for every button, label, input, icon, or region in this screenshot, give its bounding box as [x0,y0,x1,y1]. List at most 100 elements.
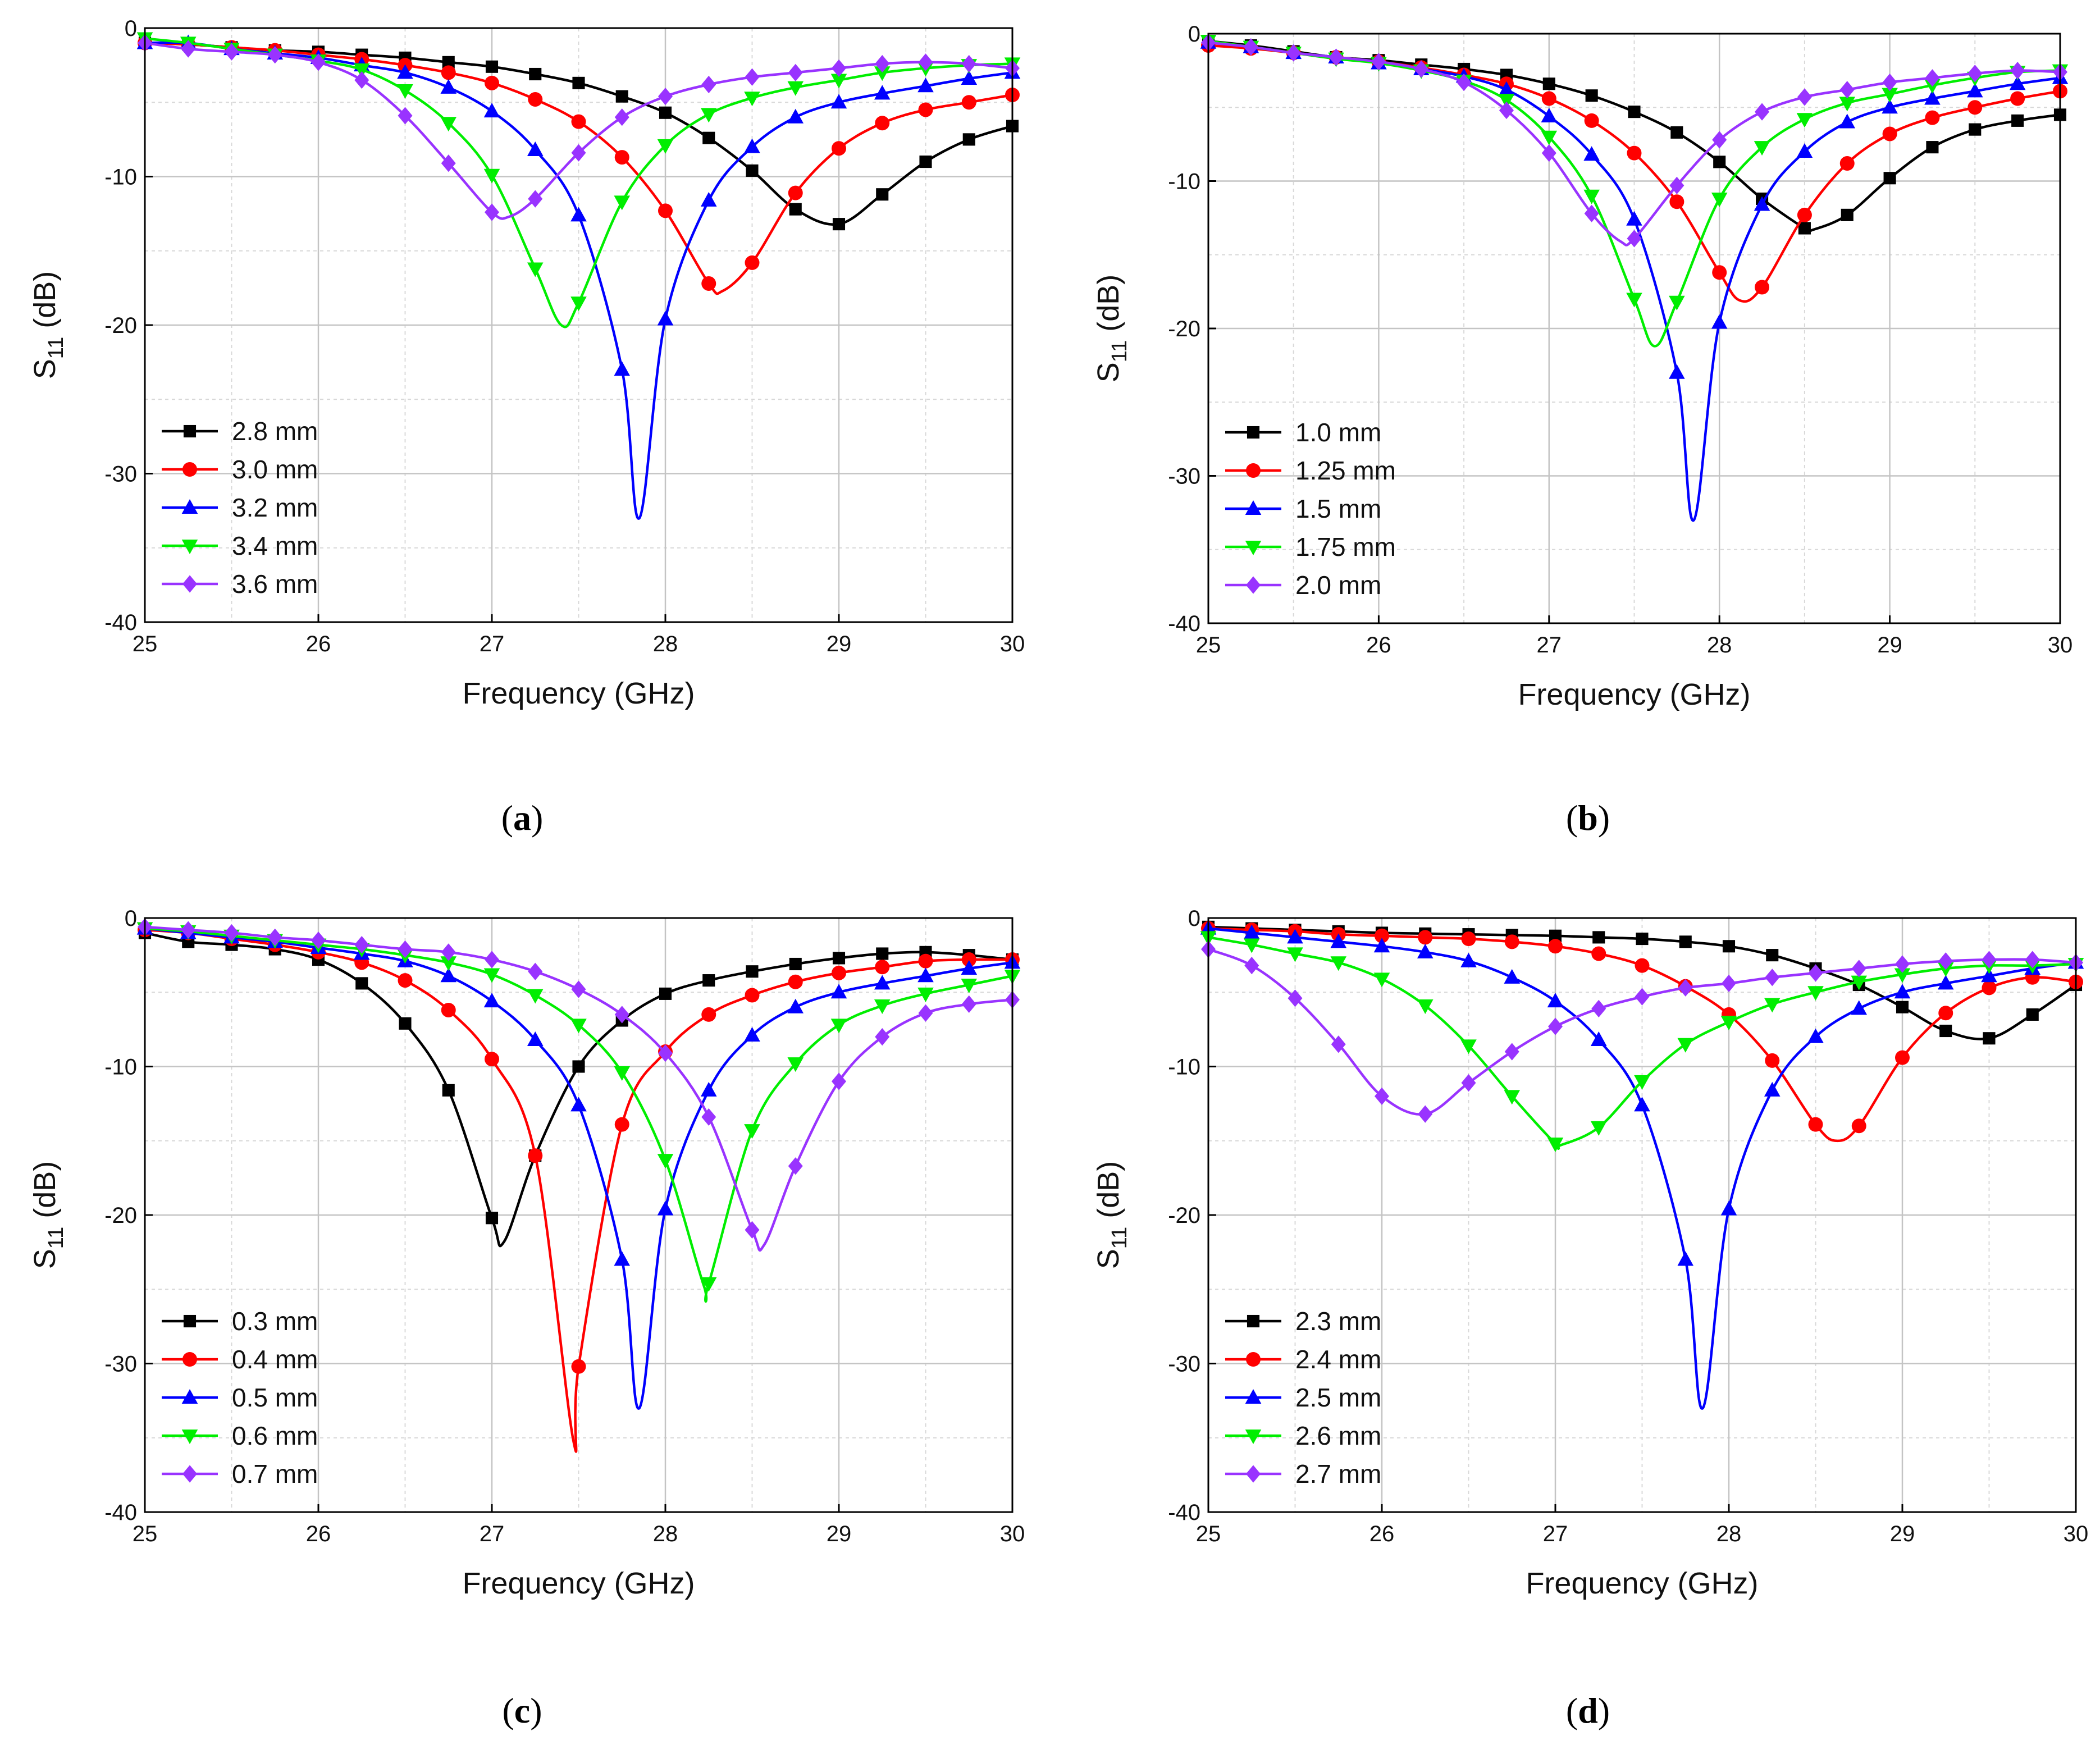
data-point [1331,1035,1346,1053]
data-point [1243,924,1260,939]
legend-label: 0.7 mm [232,1459,318,1488]
data-point [1584,204,1599,222]
data-point [528,962,543,980]
y-tick-label: -40 [1168,611,1200,636]
data-point [485,75,499,90]
data-point [1764,998,1781,1013]
data-point [1722,974,1736,992]
x-axis-title: Frequency (GHz) [1518,678,1750,711]
series-line-2-5-mm [1208,927,2076,1410]
y-tick-label: -20 [1168,1203,1200,1228]
data-point [1626,293,1642,308]
data-point [658,203,673,218]
data-point [1938,952,1953,970]
data-point [788,185,803,200]
data-point [1418,930,1433,945]
data-point [876,188,889,201]
y-tick-label: -10 [104,165,137,190]
data-point [657,310,674,326]
data-point [1839,156,1855,171]
data-point [701,75,716,94]
data-point [1244,957,1259,975]
y-axis-title: S11 (dB) [28,271,68,380]
data-point [2025,951,2040,969]
data-point [961,95,976,110]
data-point [1627,145,1642,161]
legend-marker [182,1352,197,1367]
data-point [1678,979,1693,997]
data-point [1417,943,1434,958]
data-point [1807,1028,1824,1043]
y-axis-title: S11 (dB) [1092,1161,1131,1269]
data-point [614,150,629,165]
data-point [1967,100,1983,115]
data-point [1851,960,1866,978]
legend-label: 1.25 mm [1295,456,1396,485]
data-point [1926,141,1939,154]
data-point [788,63,803,81]
data-point [1882,88,1898,103]
x-tick-label: 29 [827,1522,852,1546]
data-point [1373,938,1390,953]
data-point [961,995,976,1013]
legend-marker [1245,500,1262,515]
data-point [441,65,456,80]
data-point [875,960,890,975]
data-point [311,53,326,71]
x-tick-label: 28 [1716,1522,1742,1546]
data-point [527,989,544,1004]
legend-label: 1.0 mm [1295,418,1381,447]
data-point [874,999,891,1015]
data-point [1287,929,1303,944]
data-point [788,1157,803,1175]
series-line-0-5-mm [144,927,1013,1410]
series-line-2-0-mm [1208,41,2061,246]
data-point [483,993,500,1008]
data-point [1498,94,1515,109]
data-point [440,117,457,132]
legend-label: 0.3 mm [232,1307,318,1336]
data-point [657,1154,674,1169]
data-point [1712,131,1727,149]
data-point [1635,958,1650,973]
data-point [1677,1038,1694,1053]
data-point [1882,74,1897,92]
data-point [1243,938,1260,953]
panel-caption-b: (b) [1566,798,1610,838]
data-point [528,1148,543,1163]
legend-marker [1246,1465,1261,1483]
legend-label: 2.0 mm [1295,570,1381,600]
data-point [875,1028,890,1046]
data-point [700,191,717,207]
x-tick-label: 29 [827,632,852,656]
y-tick-label: -10 [104,1055,137,1080]
y-tick-label: -20 [104,313,137,338]
series-line-2-6-mm [1208,936,2076,1150]
panel-caption-d: (d) [1566,1691,1610,1730]
data-point [571,144,586,162]
data-point [961,960,978,975]
legend-label: 2.7 mm [1295,1459,1381,1488]
data-point [1712,265,1727,280]
data-point [744,138,760,153]
y-tick-label: -10 [1168,170,1200,194]
data-point [1590,1031,1607,1046]
data-point [529,67,542,81]
data-point [1669,295,1685,310]
data-point [483,968,500,983]
legend-label: 3.0 mm [232,455,318,484]
data-point [701,1007,716,1022]
data-point [1549,929,1562,942]
x-tick-label: 30 [1000,632,1025,656]
data-point [397,64,413,79]
x-tick-label: 28 [1707,633,1732,657]
data-point [1720,1200,1737,1216]
legend-marker [1246,1352,1261,1367]
data-point [830,74,847,89]
x-tick-label: 26 [1366,633,1391,657]
data-point [1720,1016,1737,1031]
data-point [397,84,413,99]
data-point [1541,108,1558,123]
data-point [440,967,457,983]
